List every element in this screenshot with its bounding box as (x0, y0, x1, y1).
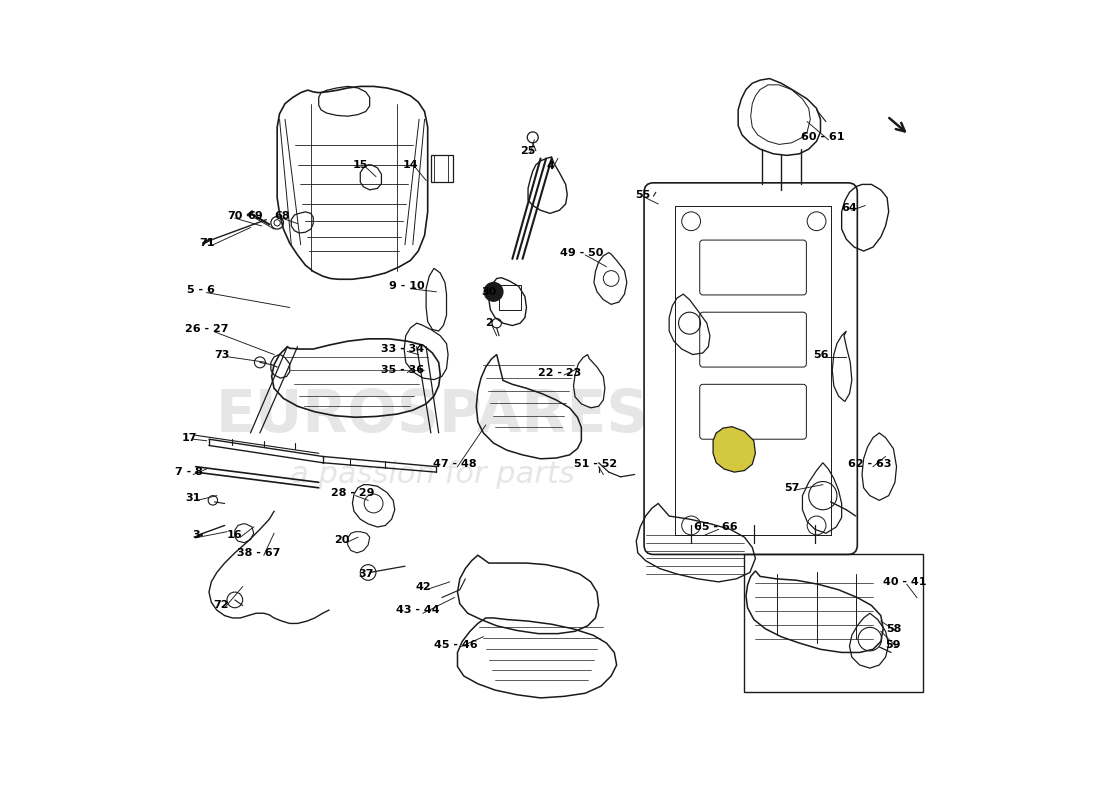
Text: 14: 14 (403, 160, 418, 170)
Text: 25: 25 (520, 146, 536, 156)
Text: 43 - 44: 43 - 44 (396, 605, 440, 615)
Text: 59: 59 (886, 640, 901, 650)
Text: 31: 31 (186, 493, 201, 503)
Text: 70: 70 (227, 210, 242, 221)
Text: 38 - 67: 38 - 67 (236, 548, 280, 558)
Text: 16: 16 (227, 530, 243, 540)
Text: 35 - 36: 35 - 36 (381, 366, 425, 375)
Text: 55: 55 (635, 190, 650, 199)
Text: 49 - 50: 49 - 50 (560, 248, 603, 258)
Text: 7 - 8: 7 - 8 (175, 467, 204, 477)
Text: 62 - 63: 62 - 63 (848, 459, 892, 470)
Text: 33 - 34: 33 - 34 (381, 344, 425, 354)
Text: 9 - 10: 9 - 10 (389, 282, 425, 291)
Text: 56: 56 (813, 350, 828, 359)
Text: 40 - 41: 40 - 41 (882, 577, 926, 587)
Text: 37: 37 (359, 569, 373, 579)
Text: 2: 2 (485, 318, 493, 328)
Text: 20: 20 (334, 534, 350, 545)
Polygon shape (713, 426, 756, 472)
Text: 28 - 29: 28 - 29 (331, 487, 374, 498)
Text: 4: 4 (546, 162, 554, 171)
Text: 68: 68 (274, 210, 289, 221)
Text: 72: 72 (213, 601, 229, 610)
Text: 17: 17 (182, 433, 197, 442)
Text: 65 - 66: 65 - 66 (694, 522, 738, 532)
Text: a passion for parts: a passion for parts (290, 460, 575, 489)
Text: 60 - 61: 60 - 61 (801, 132, 845, 142)
Text: 47 - 48: 47 - 48 (432, 459, 476, 470)
Text: 64: 64 (842, 203, 857, 213)
Text: 71: 71 (199, 238, 214, 248)
Text: 73: 73 (214, 350, 230, 359)
Text: 69: 69 (248, 210, 263, 221)
Text: 5 - 6: 5 - 6 (187, 286, 216, 295)
Text: 26 - 27: 26 - 27 (185, 325, 229, 334)
Text: 22 - 23: 22 - 23 (538, 367, 581, 378)
Text: 30: 30 (481, 287, 496, 297)
Text: 58: 58 (886, 624, 901, 634)
Text: 15: 15 (353, 160, 369, 170)
Text: 51 - 52: 51 - 52 (574, 459, 617, 470)
Circle shape (484, 282, 503, 302)
Text: EUROSPARES: EUROSPARES (216, 387, 649, 444)
Text: 45 - 46: 45 - 46 (434, 640, 477, 650)
Text: 42: 42 (415, 582, 431, 591)
Text: 57: 57 (784, 483, 800, 493)
Text: 3: 3 (191, 530, 199, 540)
